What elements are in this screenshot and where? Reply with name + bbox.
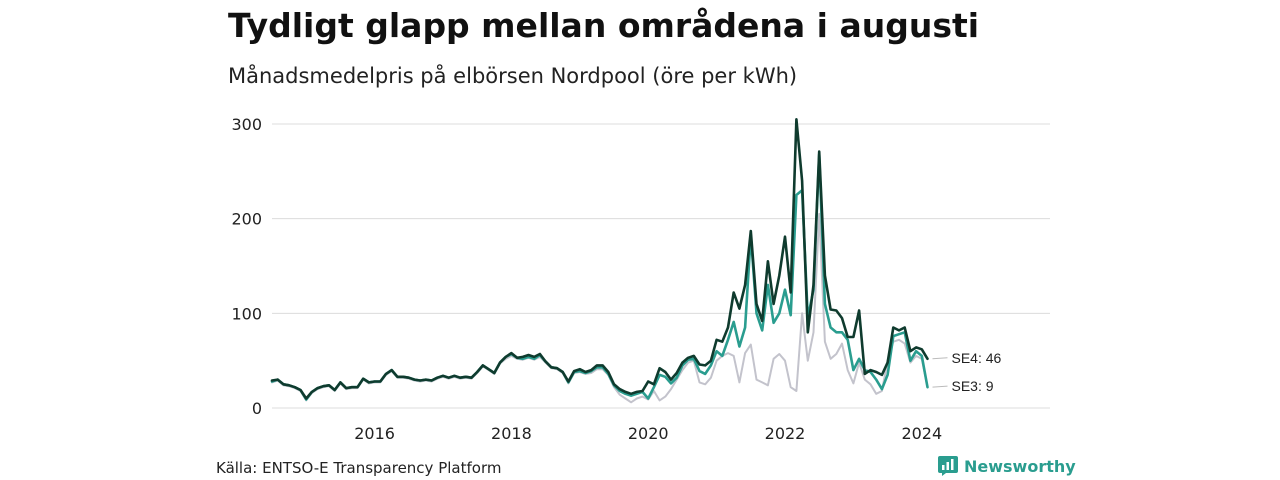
source-note: Källa: ENTSO-E Transparency Platform [216, 459, 502, 477]
chart-title: Tydligt glapp mellan områdena i augusti [228, 6, 980, 45]
end-label-se3: SE3: 9 [952, 378, 994, 394]
y-tick-label: 0 [252, 399, 262, 418]
series-line-se4 [270, 118, 929, 400]
series-line-se3 [270, 153, 929, 401]
x-tick-label: 2024 [901, 424, 942, 443]
y-tick-label: 100 [231, 304, 262, 323]
end-label-leader-se4 [932, 357, 948, 360]
x-tick-label: 2020 [628, 424, 669, 443]
newsworthy-icon [938, 456, 958, 476]
brand-name: Newsworthy [964, 456, 1076, 476]
x-tick-label: 2016 [354, 424, 395, 443]
chart-subtitle: Månadsmedelpris på elbörsen Nordpool (ör… [228, 64, 798, 88]
brand-logo[interactable]: Newsworthy [938, 456, 1076, 476]
x-tick-label: 2018 [491, 424, 532, 443]
end-label-leader-se3 [932, 385, 948, 388]
y-tick-label: 200 [231, 210, 262, 229]
x-tick-label: 2022 [765, 424, 806, 443]
y-tick-label: 300 [231, 115, 262, 134]
end-label-se4: SE4: 46 [952, 350, 1002, 366]
